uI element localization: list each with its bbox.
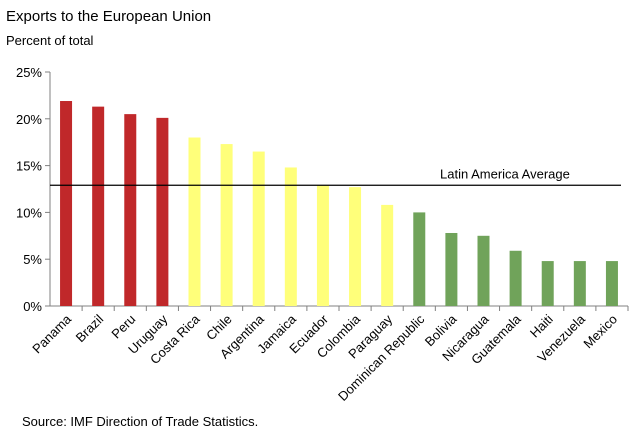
bar (188, 137, 201, 306)
y-tick-label: 0% (23, 299, 42, 314)
bar (156, 117, 169, 306)
bar (252, 151, 265, 306)
source-note: Source: IMF Direction of Trade Statistic… (22, 414, 259, 429)
bar (316, 185, 329, 306)
bar (477, 235, 490, 306)
bar (573, 261, 586, 306)
x-tick-label: Brazil (73, 311, 107, 345)
chart-subtitle: Percent of total (6, 33, 94, 48)
bar (220, 144, 233, 306)
bar (349, 187, 362, 306)
bar (509, 250, 522, 306)
x-tick-label: Panama (29, 311, 74, 356)
x-tick-label: Mexico (580, 312, 620, 352)
average-reference-label: Latin America Average (440, 166, 570, 181)
bar (413, 212, 426, 306)
bar (124, 114, 137, 307)
y-tick-label: 25% (16, 65, 42, 80)
bar (60, 101, 73, 307)
y-tick-label: 20% (16, 112, 42, 127)
bar (284, 167, 297, 306)
bar (381, 204, 394, 306)
y-tick-label: 15% (16, 159, 42, 174)
bar (445, 232, 458, 306)
bar (541, 261, 554, 306)
y-tick-label: 5% (23, 252, 42, 267)
bar (92, 106, 105, 306)
chart-title: Exports to the European Union (6, 8, 212, 25)
y-tick-label: 10% (16, 205, 42, 220)
bar (605, 261, 618, 306)
